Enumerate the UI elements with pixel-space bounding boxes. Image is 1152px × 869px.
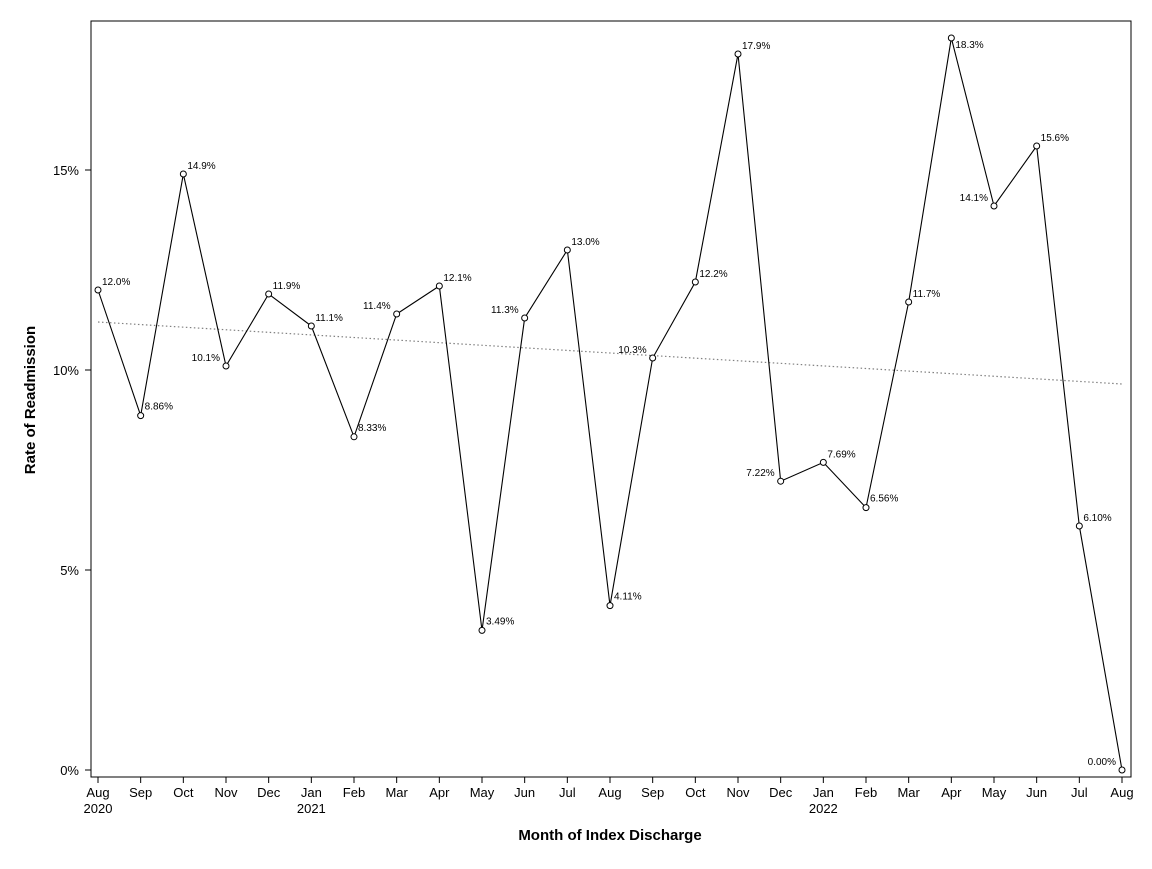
data-label: 12.2% <box>699 269 727 280</box>
x-tick-label-month: Nov <box>214 785 238 800</box>
data-label: 18.3% <box>955 40 983 51</box>
trend-line <box>97 321 1123 385</box>
series-line <box>97 37 1123 771</box>
data-label: 11.3% <box>491 305 519 316</box>
data-label: 12.0% <box>102 277 130 288</box>
x-tick-label-month: May <box>470 785 495 800</box>
x-tick-label-month: Apr <box>941 785 962 800</box>
x-tick-label-month: Oct <box>173 785 194 800</box>
data-label: 12.1% <box>443 273 471 284</box>
data-label: 10.3% <box>618 345 646 356</box>
y-tick-label: 10% <box>53 363 79 378</box>
data-label: 4.11% <box>614 592 642 603</box>
data-point-marker <box>478 626 486 634</box>
x-tick-label-month: Feb <box>855 785 877 800</box>
data-label: 6.10% <box>1083 513 1111 524</box>
data-point-marker <box>563 246 571 254</box>
data-label: 11.7% <box>913 289 941 300</box>
y-axis-title: Rate of Readmission <box>22 326 39 474</box>
x-tick-label-month: Aug <box>1110 785 1133 800</box>
x-tick-label-month: Jan <box>813 785 834 800</box>
data-label: 7.69% <box>827 449 855 460</box>
x-tick-label-month: Jul <box>1071 785 1088 800</box>
data-label: 11.9% <box>273 281 301 292</box>
x-tick-label-month: Oct <box>685 785 706 800</box>
x-tick-label-month: Mar <box>385 785 408 800</box>
y-tick-label: 0% <box>60 763 79 778</box>
data-label: 0.00% <box>1088 757 1116 768</box>
data-point-marker <box>734 50 742 58</box>
data-label: 8.86% <box>145 402 173 413</box>
x-tick-label-year: 2022 <box>809 801 838 816</box>
data-point-marker <box>521 314 529 322</box>
x-tick-label-month: Sep <box>129 785 152 800</box>
x-tick-label-month: Jul <box>559 785 576 800</box>
x-tick-label-month: Dec <box>257 785 281 800</box>
data-label: 13.0% <box>571 237 599 248</box>
data-label: 17.9% <box>742 41 770 52</box>
x-tick-label-month: Dec <box>769 785 793 800</box>
data-point-marker <box>947 34 955 42</box>
x-tick-label-month: Aug <box>86 785 109 800</box>
data-point-marker <box>777 477 785 485</box>
data-point-marker <box>649 354 657 362</box>
data-point-marker <box>265 290 273 298</box>
data-point-marker <box>435 282 443 290</box>
data-label: 14.1% <box>960 193 988 204</box>
x-tick-label-month: Jun <box>514 785 535 800</box>
data-point-marker <box>179 170 187 178</box>
data-point-marker <box>350 433 358 441</box>
data-point-marker <box>990 202 998 210</box>
y-tick-label: 15% <box>53 163 79 178</box>
data-label: 7.22% <box>746 468 774 479</box>
y-tick-label: 5% <box>60 563 79 578</box>
data-label: 11.1% <box>315 313 343 324</box>
data-point-marker <box>691 278 699 286</box>
x-axis-title: Month of Index Discharge <box>518 827 701 844</box>
x-tick-label-month: Mar <box>897 785 920 800</box>
data-point-marker <box>1075 522 1083 530</box>
x-tick-label-year: 2020 <box>84 801 113 816</box>
data-point-marker <box>137 412 145 420</box>
data-label: 11.4% <box>363 301 391 312</box>
data-label: 15.6% <box>1041 133 1069 144</box>
x-tick-label-month: Sep <box>641 785 664 800</box>
plot-frame <box>90 20 1132 778</box>
x-tick-label-month: Nov <box>726 785 750 800</box>
data-label: 8.33% <box>358 423 386 434</box>
data-label: 14.9% <box>187 161 215 172</box>
x-tick-label-year: 2021 <box>297 801 326 816</box>
data-label: 3.49% <box>486 616 514 627</box>
data-label: 6.56% <box>870 494 898 505</box>
data-label: 10.1% <box>192 353 220 364</box>
x-tick-label-month: Apr <box>429 785 450 800</box>
data-point-marker <box>606 602 614 610</box>
x-tick-label-month: May <box>982 785 1007 800</box>
data-point-marker <box>905 298 913 306</box>
x-tick-label-month: Aug <box>598 785 621 800</box>
x-tick-label-month: Jun <box>1026 785 1047 800</box>
data-point-marker <box>1033 142 1041 150</box>
x-tick-label-month: Jan <box>301 785 322 800</box>
x-tick-label-month: Feb <box>343 785 365 800</box>
data-point-marker <box>94 286 102 294</box>
data-point-marker <box>819 458 827 466</box>
data-point-marker <box>222 362 230 370</box>
data-point-marker <box>307 322 315 330</box>
data-point-marker <box>393 310 401 318</box>
data-point-marker <box>862 504 870 512</box>
data-point-marker <box>1118 766 1126 774</box>
